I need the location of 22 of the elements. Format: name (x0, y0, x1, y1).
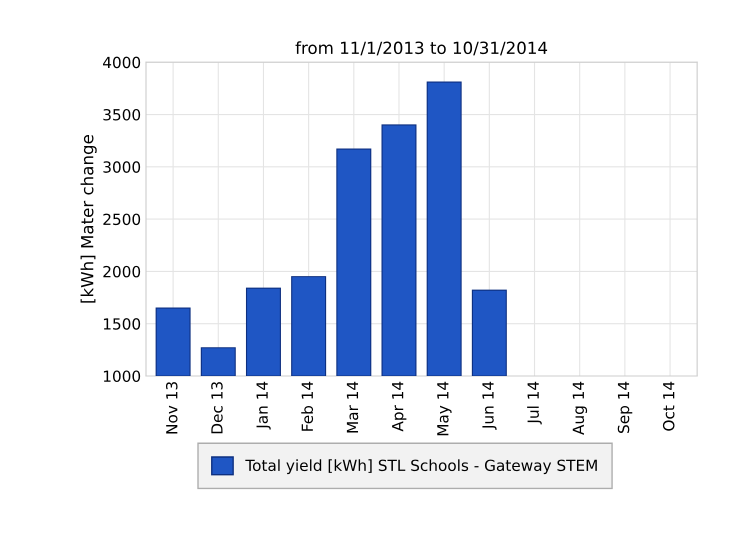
y-axis-title: [kWh] Mater change (80, 135, 97, 303)
y-tick-label: 2000 (103, 266, 140, 278)
y-tick-label: 3500 (103, 108, 140, 121)
y-tick-label: 2500 (103, 214, 140, 226)
x-tick-label: Sep 14 (618, 382, 632, 433)
x-tick-label: Jun 14 (482, 382, 497, 430)
x-tick-label: May 14 (437, 382, 452, 436)
x-tick-label: Jul 14 (527, 382, 542, 424)
x-tick-label: Aug 14 (572, 382, 588, 435)
x-tick-label: Nov 13 (166, 382, 178, 434)
x-tick-label: Oct 14 (662, 382, 674, 431)
x-tick-label: Jan 14 (256, 382, 271, 430)
chart-title: from 11/1/2013 to 10/31/2014 (296, 41, 548, 56)
legend-label: Total yield [kWh] STL Schools - Gateway STEM (245, 459, 597, 474)
y-tick-label: 1500 (104, 318, 140, 330)
y-tick-label: 1000 (104, 370, 140, 382)
x-tick-label: Mar 14 (346, 382, 358, 432)
x-tick-label: Feb 14 (301, 382, 314, 431)
y-tick-label: 4000 (103, 56, 140, 68)
x-tick-label: Dec 13 (211, 382, 223, 434)
y-tick-label: 3000 (103, 161, 140, 173)
x-tick-label: Apr 14 (392, 382, 406, 432)
